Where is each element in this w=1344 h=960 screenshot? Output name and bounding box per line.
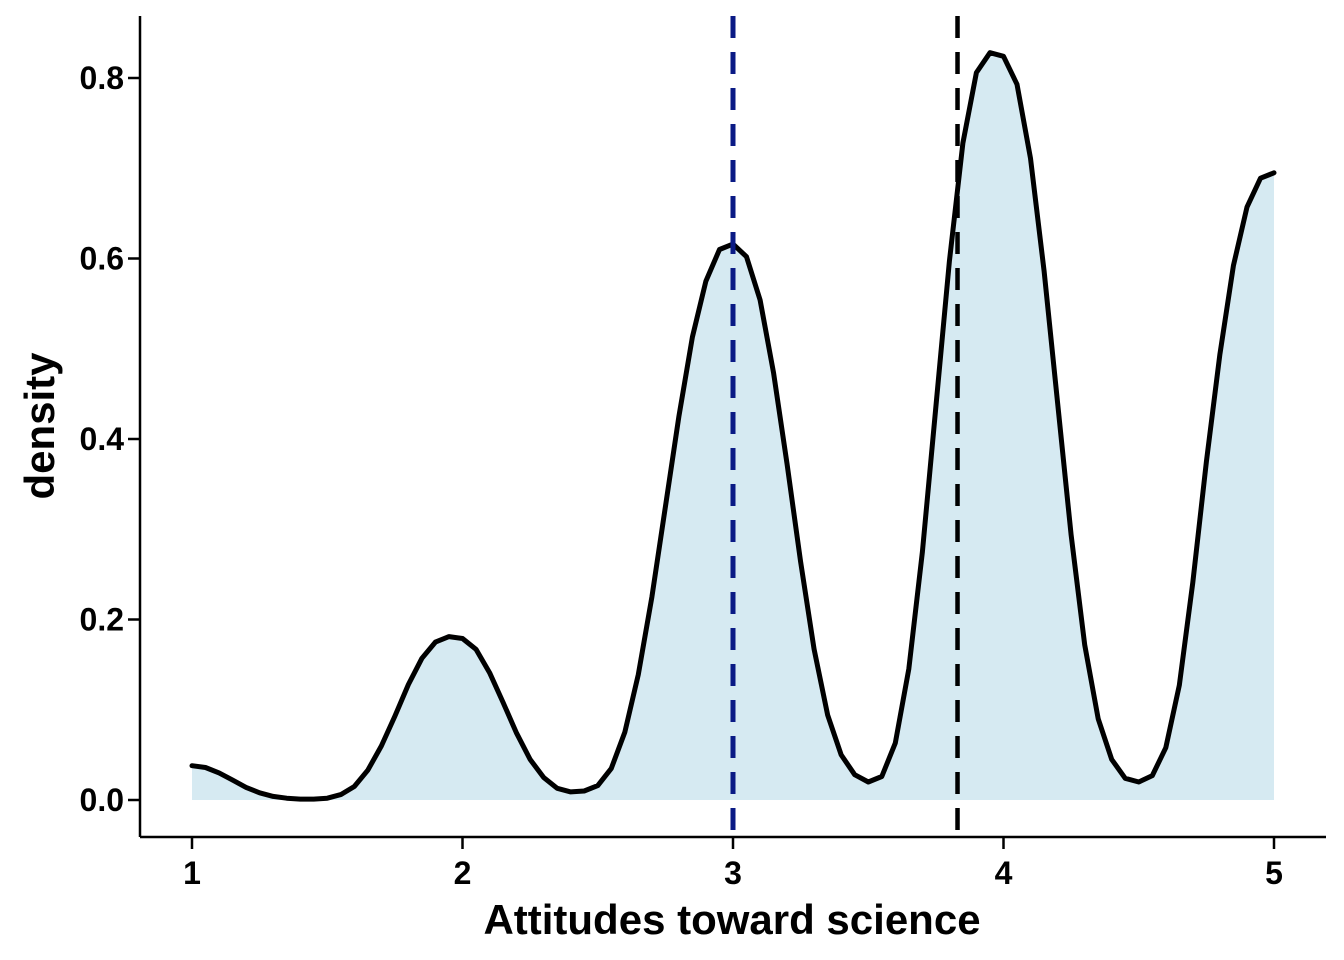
x-axis-ticks: 1 2 3 4 5 [183,837,1283,891]
x-tick-label: 4 [995,855,1013,891]
x-axis-title: Attitudes toward science [483,896,980,943]
plot-area [189,16,1277,837]
y-tick-label: 0.8 [80,60,124,96]
y-tick-label: 0.6 [80,241,124,277]
x-tick-label: 2 [454,855,472,891]
y-axis-ticks: 0.0 0.2 0.4 0.6 0.8 [80,60,140,818]
y-tick-label: 0.0 [80,782,124,818]
x-tick-label: 3 [724,855,742,891]
x-tick-label: 1 [183,855,201,891]
y-axis-title: density [16,352,63,500]
axes: 1 2 3 4 5 0.0 0.2 0.4 0.6 0.8 [80,16,1326,891]
y-tick-label: 0.2 [80,602,124,638]
x-tick-label: 5 [1265,855,1283,891]
y-tick-label: 0.4 [80,421,125,457]
